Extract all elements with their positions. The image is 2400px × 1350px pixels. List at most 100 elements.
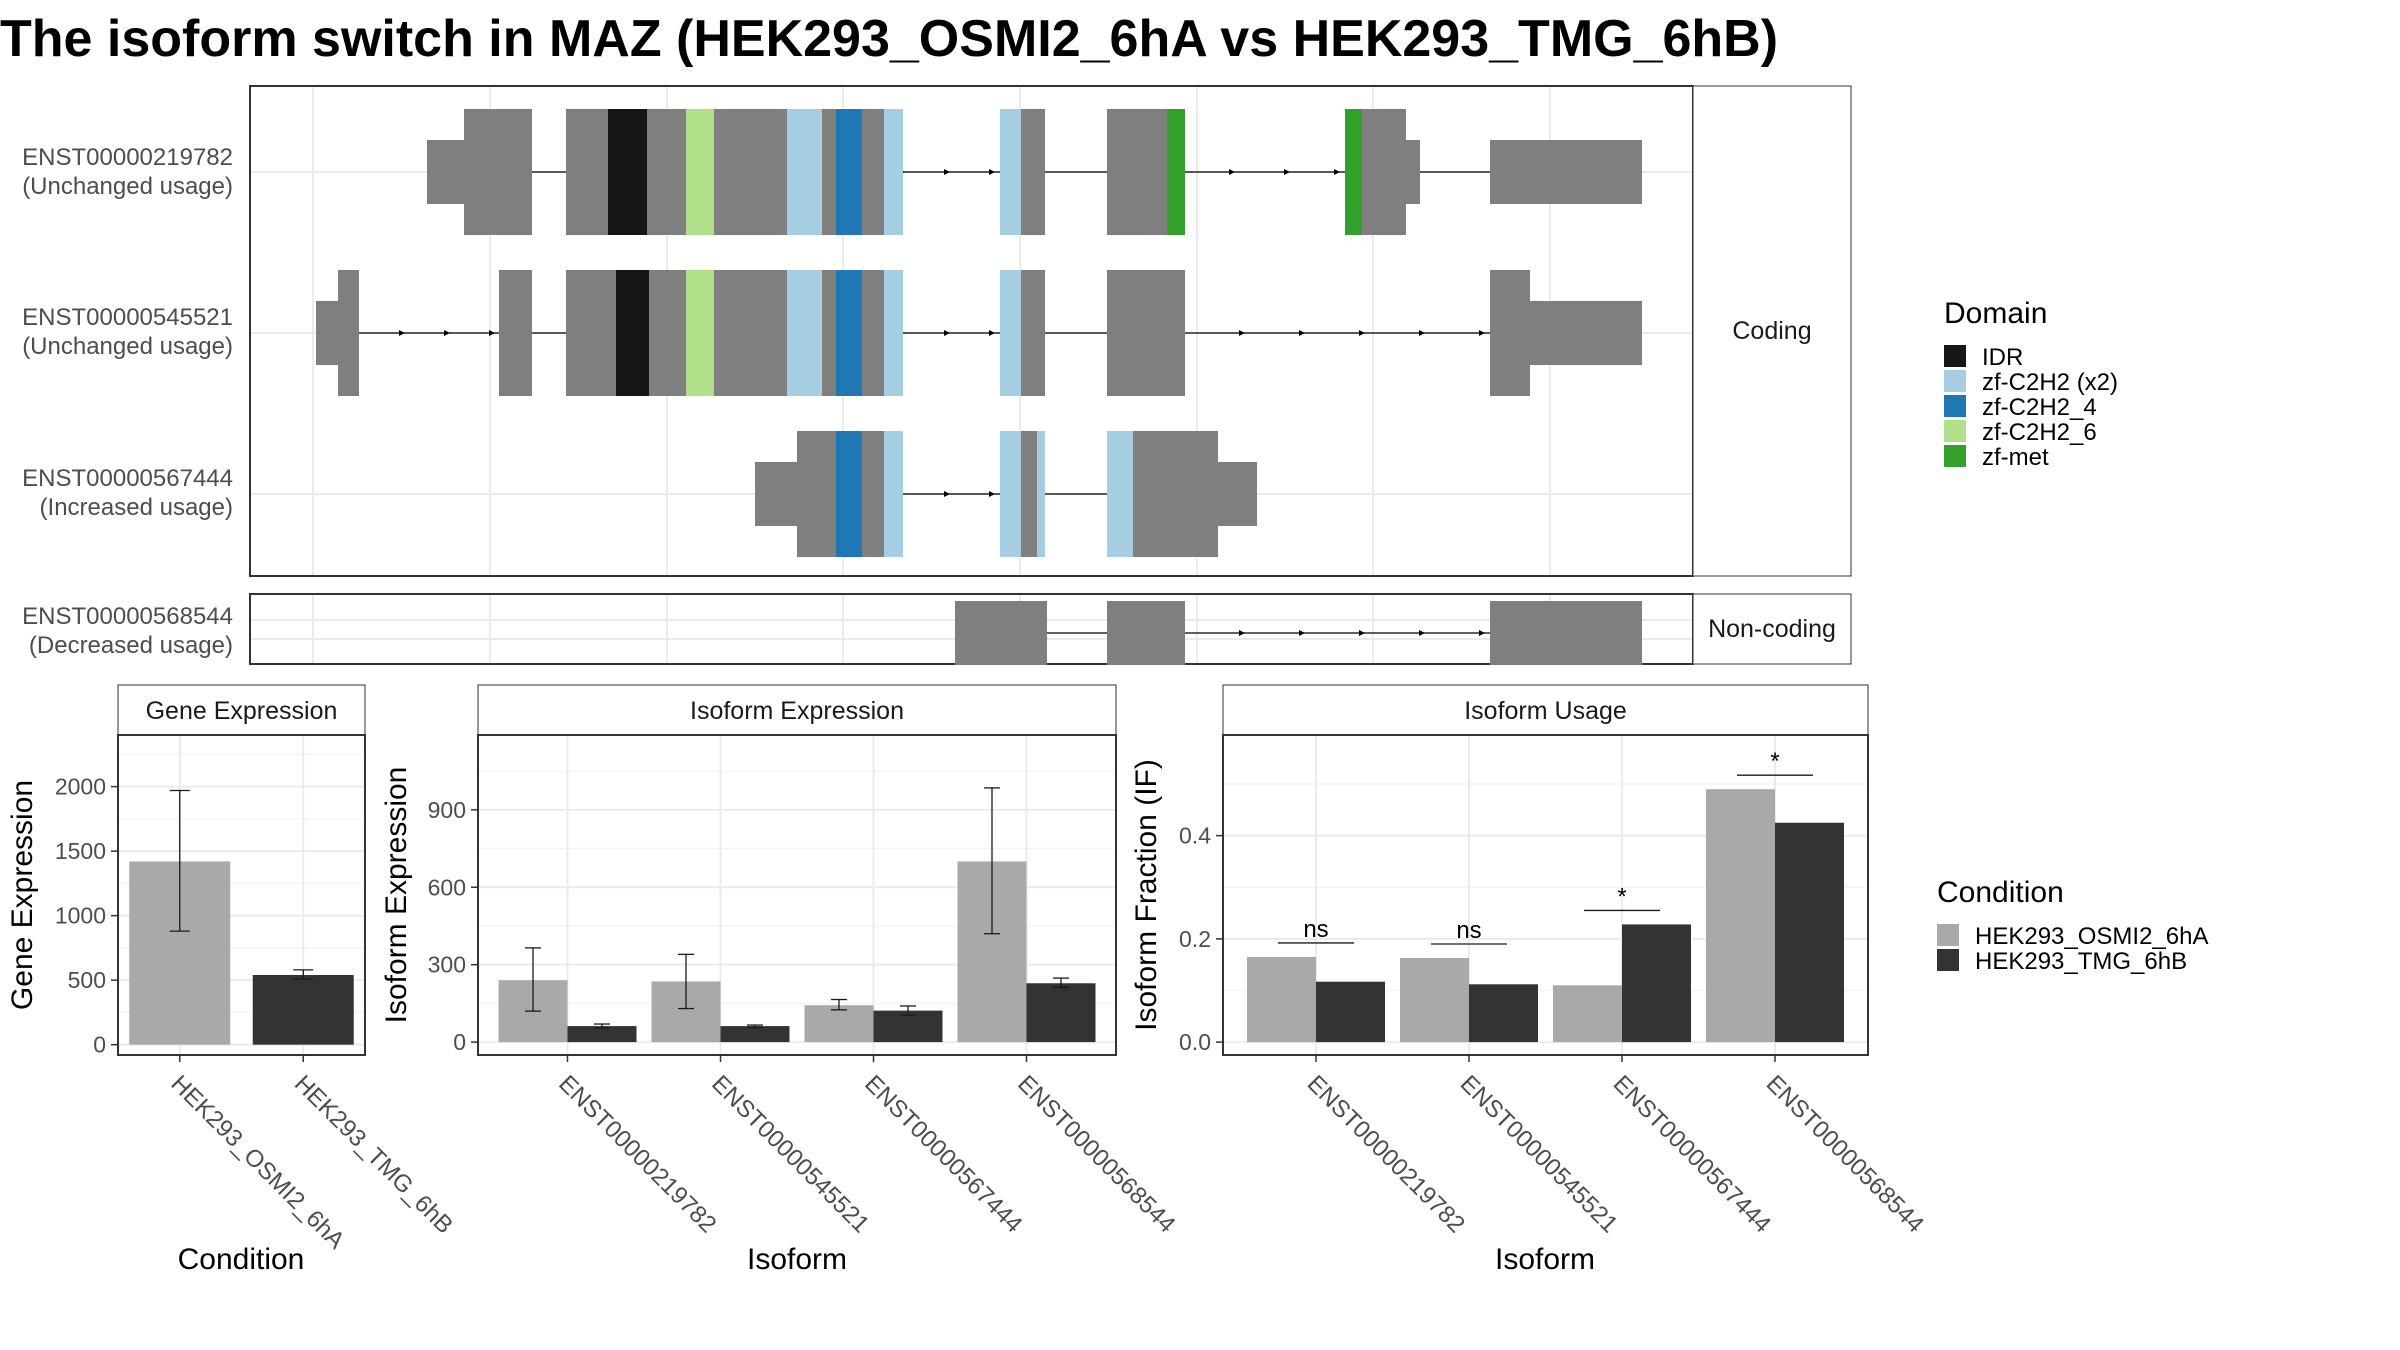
domain-block	[884, 109, 903, 235]
exon-block	[1133, 431, 1218, 557]
x-tick-label: ENST00000567444	[859, 1070, 1027, 1238]
y-axis-title: Gene Expression	[6, 780, 39, 1010]
transcript-label-567444: ENST00000567444 (Increased usage)	[22, 465, 233, 521]
exon-block	[566, 270, 616, 396]
transcript-usage-label: (Decreased usage)	[29, 632, 233, 659]
y-tick-label: 1000	[55, 903, 106, 929]
y-tick-label: 300	[428, 952, 466, 978]
condition-legend: Condition HEK293_OSMI2_6hA HEK293_TMG_6h…	[1937, 876, 2208, 975]
direction-arrow	[989, 330, 995, 336]
coding-strip-label: Coding	[1732, 317, 1811, 345]
domain-block	[836, 109, 862, 235]
bar	[1622, 924, 1691, 1043]
transcript-usage-label: (Unchanged usage)	[22, 173, 233, 200]
legend-item-zf-met: zf-met	[1944, 444, 2049, 471]
y-tick-label: 2000	[55, 774, 106, 800]
y-tick-label: 1500	[55, 838, 106, 864]
x-tick-label: ENST00000567444	[1608, 1070, 1776, 1238]
bar	[1247, 956, 1316, 1043]
bar	[567, 1026, 637, 1043]
direction-arrow	[1359, 630, 1365, 636]
x-tick-label: ENST00000219782	[1302, 1070, 1470, 1238]
direction-arrow	[1284, 169, 1290, 175]
transcript-id-label: ENST00000567444	[22, 465, 233, 492]
direction-arrow	[1419, 630, 1425, 636]
transcript-structure-panels: Coding Non-coding ENST00000219782 (Uncha…	[22, 85, 1852, 665]
significance-label: *	[1770, 748, 1779, 775]
transcript-id-label: ENST00000545521	[22, 304, 233, 331]
transcript-usage-label: (Increased usage)	[40, 494, 233, 521]
bar-panel-2: Isoform Usage 0.0 0.2 0.4 ns ns * * ENST00000219…	[1130, 684, 1929, 1276]
figure-title: The isoform switch in MAZ (HEK293_OSMI2_…	[0, 10, 1778, 68]
exon-block	[649, 270, 686, 396]
exon-block	[714, 109, 787, 235]
panel-title: Isoform Usage	[1464, 697, 1627, 725]
exon-block	[862, 109, 884, 235]
direction-arrow	[1359, 330, 1365, 336]
domain-block	[686, 270, 714, 396]
direction-arrow	[944, 169, 950, 175]
domain-block	[1345, 109, 1362, 235]
bar	[1469, 984, 1538, 1043]
direction-arrow	[1299, 630, 1305, 636]
transcript-id-label: ENST00000219782	[22, 144, 233, 171]
domain-block	[836, 431, 862, 557]
exon-block	[862, 431, 884, 557]
exon-block	[1021, 270, 1045, 396]
plot-border	[117, 734, 366, 1056]
y-tick-label: 0.2	[1179, 926, 1211, 952]
y-tick-label: 900	[428, 797, 466, 823]
exon-block	[822, 270, 836, 396]
condition-legend-title: Condition	[1937, 876, 2064, 909]
exon-block	[714, 270, 787, 396]
direction-arrow	[1229, 169, 1235, 175]
domain-block	[686, 109, 714, 235]
legend-item-osmi2: HEK293_OSMI2_6hA	[1937, 923, 2208, 950]
exon-block	[862, 270, 884, 396]
legend-label: zf-C2H2_6	[1982, 419, 2097, 446]
exon-block	[1406, 140, 1420, 204]
exon-block	[1021, 431, 1037, 557]
y-axis-title: Isoform Fraction (IF)	[1130, 759, 1163, 1031]
transcript-models	[316, 109, 1642, 665]
panel-strip	[477, 684, 1117, 736]
legend-swatch	[1944, 370, 1966, 392]
transcript-label-545521: ENST00000545521 (Unchanged usage)	[22, 304, 233, 360]
significance-label: ns	[1456, 917, 1481, 944]
legend-item-zf-c2h2-x2: zf-C2H2 (x2)	[1944, 369, 2118, 396]
exon-block	[499, 270, 532, 396]
direction-arrow	[1419, 330, 1425, 336]
exon-block	[427, 140, 464, 204]
x-axis-title: Isoform	[747, 1243, 847, 1276]
exon-block	[1490, 140, 1642, 204]
transcript-id-label: ENST00000568544	[22, 603, 233, 630]
domain-block	[884, 270, 903, 396]
transcript-model-1	[316, 270, 1642, 396]
exon-block	[1107, 601, 1185, 665]
exon-block	[647, 109, 686, 235]
domain-legend-title: Domain	[1944, 297, 2047, 330]
x-tick-label: ENST00000545521	[706, 1070, 874, 1238]
x-tick-label: ENST00000545521	[1455, 1070, 1623, 1238]
transcript-model-2	[755, 431, 1257, 557]
legend-label: zf-met	[1982, 444, 2049, 471]
panel-strip	[1222, 684, 1869, 736]
y-tick-label: 600	[428, 874, 466, 900]
legend-label: IDR	[1982, 344, 2023, 371]
direction-arrow	[1479, 630, 1485, 636]
domain-block	[616, 270, 649, 396]
domain-block	[1037, 431, 1045, 557]
legend-swatch	[1937, 924, 1959, 946]
exon-block	[822, 109, 836, 235]
exon-block	[566, 109, 608, 235]
direction-arrow	[1239, 630, 1245, 636]
x-tick-label: ENST00000219782	[553, 1070, 721, 1238]
direction-arrow	[489, 330, 495, 336]
panel-strip	[117, 684, 366, 736]
direction-arrow	[944, 330, 950, 336]
bar-chart-panels: Gene Expression0500100015002000HEK293_OS…	[6, 684, 1929, 1276]
noncoding-strip	[1692, 593, 1852, 665]
direction-arrow	[944, 491, 950, 497]
direction-arrow	[399, 330, 405, 336]
y-axis-title: Isoform Expression	[380, 767, 413, 1024]
